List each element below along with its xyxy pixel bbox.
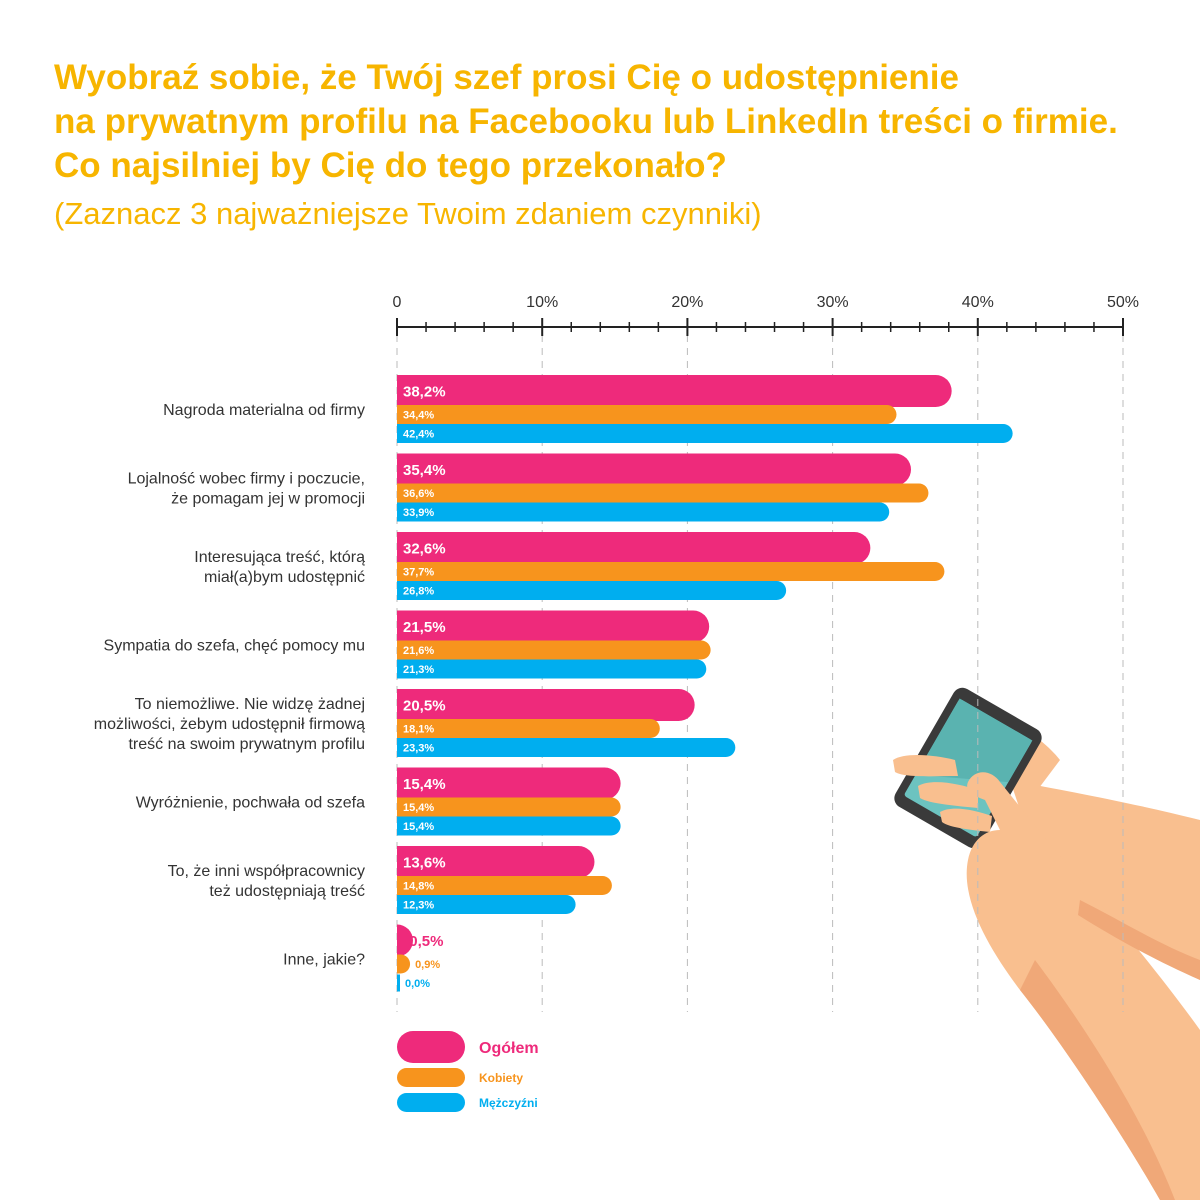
front-finger-1 <box>893 755 958 777</box>
bar-value-label: 20,5% <box>403 697 446 714</box>
bar-ogolem <box>397 767 621 800</box>
x-tick-label: 10% <box>526 294 558 311</box>
bar-kobiety <box>397 405 897 424</box>
category-label-line: Inne, jakie? <box>283 952 365 969</box>
bar-ogolem <box>397 375 952 407</box>
bar-kobiety <box>397 562 945 581</box>
legend-label: Mężczyźni <box>479 1096 538 1110</box>
legend-label: Kobiety <box>479 1071 523 1085</box>
x-tick-label: 50% <box>1107 294 1139 311</box>
category-label: Lojalność wobec firmy i poczucie, że poma… <box>128 471 365 508</box>
category-label: To niemożliwe. Nie widzę żadnej możliwośc… <box>94 696 365 753</box>
chart-title-line-1: Wyobraź sobie, że Twój szef prosi Cię o … <box>54 58 959 97</box>
bar-mezczyzni <box>397 816 621 836</box>
back-arm-shade <box>1078 900 1200 980</box>
bar-value-label: 23,3% <box>403 742 434 754</box>
bar-kobiety <box>397 954 411 974</box>
front-finger-2 <box>918 782 978 808</box>
category-label-line: Interesująca treść, którą <box>194 549 365 566</box>
bar-value-label: 13,6% <box>403 854 446 871</box>
bar-value-label: 34,4% <box>403 409 434 421</box>
title-block: Wyobraź sobie, że Twój szef prosi Cię o … <box>54 56 1174 234</box>
category-label: To, że inni współpracownicy też udostępni… <box>168 863 365 900</box>
bar-value-label: 38,2% <box>403 383 446 400</box>
back-arm <box>1010 780 1200 980</box>
bar-value-label: 21,3% <box>403 664 434 676</box>
x-tick-label: 0 <box>393 294 402 311</box>
x-axis: 0 10% 20% 30% 40% 50% <box>393 294 1139 336</box>
bar-kobiety <box>397 797 621 817</box>
bar-ogolem <box>397 610 710 643</box>
bar-mezczyzni <box>397 424 1013 443</box>
bar-ogolem <box>397 924 413 957</box>
legend-swatch <box>397 1093 465 1112</box>
bar-value-label: 15,4% <box>403 821 434 833</box>
category-label-line: Sympatia do szefa, chęć pomocy mu <box>104 638 365 655</box>
front-arm-shade <box>1020 960 1175 1200</box>
bar-ogolem <box>397 453 912 486</box>
bar-mezczyzni <box>397 738 736 757</box>
chart-subtitle: (Zaznacz 3 najważniejsze Twoim zdaniem c… <box>54 196 762 231</box>
bar-value-label: 0,9% <box>415 959 440 971</box>
category-label-line: treść na swoim prywatnym profilu <box>128 736 365 753</box>
category-label-line: Lojalność wobec firmy i poczucie, <box>128 471 365 488</box>
category-label-line: możliwości, żebym udostępnił firmową <box>94 716 365 733</box>
bar-value-label: 33,9% <box>403 507 434 519</box>
bar-kobiety <box>397 719 660 738</box>
bar-kobiety <box>397 640 711 660</box>
bar-mezczyzni <box>397 659 707 679</box>
bar-kobiety <box>397 483 929 503</box>
legend-swatch <box>397 1068 465 1087</box>
bar-value-label: 35,4% <box>403 462 446 479</box>
legend: Ogółem Kobiety Mężczyźni <box>397 1031 539 1112</box>
bar-value-label: 0,5% <box>409 933 443 950</box>
category-label-line: To niemożliwe. Nie widzę żadnej <box>135 696 365 713</box>
category-label-line: Nagroda materialna od firmy <box>163 402 365 419</box>
category-label-line: To, że inni współpracownicy <box>168 863 365 880</box>
x-tick-label: 40% <box>962 294 994 311</box>
category-label: Sympatia do szefa, chęć pomocy mu <box>104 638 365 655</box>
bar-value-label: 21,6% <box>403 645 434 657</box>
category-label: Wyróżnienie, pochwała od szefa <box>136 795 365 812</box>
bar-value-label: 14,8% <box>403 880 434 892</box>
bar-value-label: 37,7% <box>403 566 434 578</box>
category-label-line: że pomagam jej w promocji <box>171 491 365 508</box>
category-label-line: Wyróżnienie, pochwała od szefa <box>136 795 365 812</box>
bar-value-label: 21,5% <box>403 619 446 636</box>
category-label: Nagroda materialna od firmy <box>163 402 365 419</box>
bar-value-label: 36,6% <box>403 488 434 500</box>
bar-value-label: 0,0% <box>405 978 430 990</box>
bar-ogolem <box>397 846 595 878</box>
bar-value-label: 15,4% <box>403 776 446 793</box>
category-label-line: miał(a)bym udostępnić <box>204 569 365 586</box>
bars: 38,2% 34,4% 42,4% 35,4% 36,6% 33,9% 32,6% 37,7%… <box>397 375 1013 992</box>
category-label-line: też udostępniają treść <box>209 883 365 900</box>
category-labels: Nagroda materialna od firmy Lojalność wob… <box>94 402 365 969</box>
bar-mezczyzni <box>397 581 787 600</box>
chart-title-line-3: Co najsilniej by Cię do tego przekonało? <box>54 146 727 185</box>
bar-mezczyzni <box>397 895 576 914</box>
bar-kobiety <box>397 876 612 895</box>
bar-value-label: 32,6% <box>403 540 446 557</box>
x-tick-label: 20% <box>671 294 703 311</box>
x-tick-label: 30% <box>817 294 849 311</box>
front-arm <box>966 772 1200 1200</box>
front-finger-3 <box>940 808 992 832</box>
bar-mezczyzni <box>397 974 400 992</box>
legend-label: Ogółem <box>479 1040 539 1057</box>
bar-value-label: 12,3% <box>403 899 434 911</box>
bar-ogolem <box>397 532 871 564</box>
category-label: Inne, jakie? <box>283 952 365 969</box>
legend-swatch <box>397 1031 465 1063</box>
bar-ogolem <box>397 689 695 721</box>
chart-title-line-2: na prywatnym profilu na Facebooku lub Li… <box>54 102 1118 141</box>
category-label: Interesująca treść, którą miał(a)bym udos… <box>194 549 365 586</box>
bar-value-label: 42,4% <box>403 428 434 440</box>
bar-mezczyzni <box>397 502 890 522</box>
bar-value-label: 15,4% <box>403 802 434 814</box>
bar-value-label: 26,8% <box>403 585 434 597</box>
bar-value-label: 18,1% <box>403 723 434 735</box>
